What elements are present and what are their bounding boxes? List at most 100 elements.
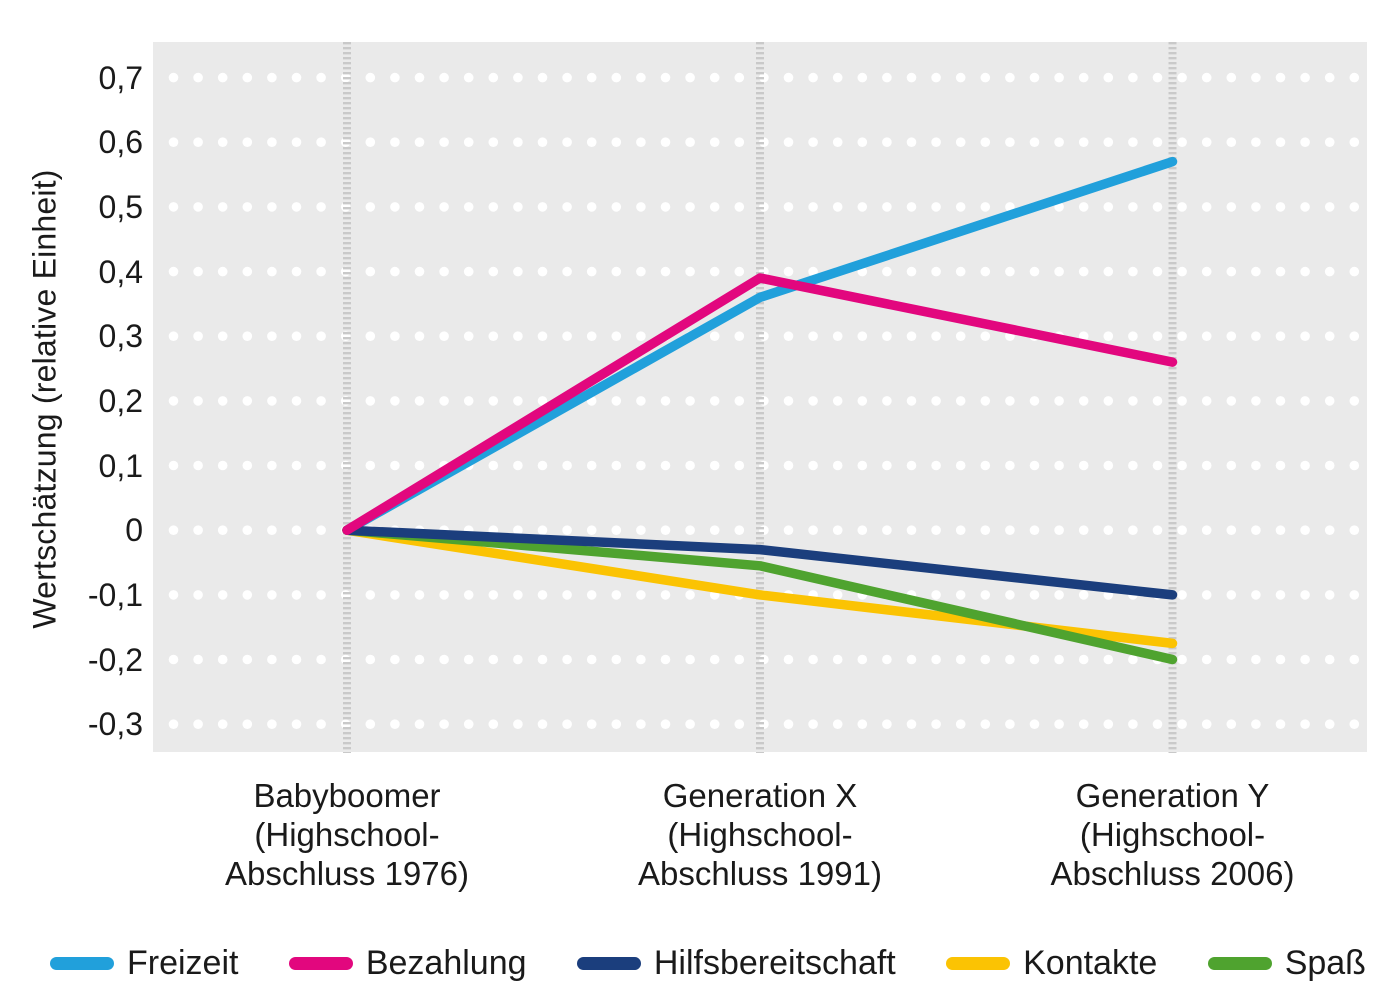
grid-dot xyxy=(291,590,302,600)
grid-dot xyxy=(1349,137,1360,147)
grid-dot xyxy=(217,202,228,212)
legend-item-kontakte: Kontakte xyxy=(946,944,1157,983)
grid-dot xyxy=(1349,654,1360,665)
grid-dot xyxy=(316,137,326,147)
grid-dot xyxy=(808,266,818,277)
grid-dot xyxy=(1251,331,1261,342)
grid-dot xyxy=(513,719,523,729)
grid-dot xyxy=(1103,654,1114,665)
grid-dot xyxy=(513,202,523,212)
grid-dot xyxy=(267,266,277,277)
y-tick-label: 0,6 xyxy=(98,124,143,161)
grid-dot xyxy=(709,72,720,83)
grid-dot xyxy=(1177,719,1187,729)
grid-dot xyxy=(242,266,253,277)
grid-dot xyxy=(906,396,917,406)
grid-dot xyxy=(463,331,474,342)
grid-dot xyxy=(1226,72,1237,83)
grid-dot xyxy=(660,396,671,406)
grid-dot xyxy=(1005,654,1015,665)
grid-dot xyxy=(1201,719,1212,729)
grid-dot xyxy=(611,266,622,277)
grid-dot xyxy=(1226,590,1237,600)
grid-dot xyxy=(365,331,376,342)
grid-dot xyxy=(1300,719,1310,729)
grid-dot xyxy=(513,331,523,342)
grid-dot xyxy=(1152,525,1163,535)
legend-label: Kontakte xyxy=(1023,943,1158,982)
grid-dot xyxy=(267,590,277,600)
grid-dot xyxy=(291,331,302,342)
grid-dot xyxy=(562,719,572,729)
grid-dot xyxy=(193,590,203,600)
grid-dot xyxy=(1201,460,1212,471)
grid-dot xyxy=(906,266,917,277)
grid-dot xyxy=(955,72,966,83)
grid-dot xyxy=(685,396,695,406)
grid-dot xyxy=(513,266,523,277)
grid-dot xyxy=(660,202,671,212)
grid-dot xyxy=(955,525,966,535)
grid-dot xyxy=(906,525,917,535)
grid-dot xyxy=(1103,137,1114,147)
grid-dot xyxy=(709,460,720,471)
grid-dot xyxy=(1349,266,1360,277)
grid-dot xyxy=(636,137,646,147)
y-tick-label: 0,4 xyxy=(98,253,143,290)
grid-dot xyxy=(390,72,400,83)
grid-dot xyxy=(709,396,720,406)
grid-dot xyxy=(316,331,326,342)
grid-dot xyxy=(193,331,203,342)
grid-dot xyxy=(1005,525,1015,535)
grid-dot xyxy=(217,331,228,342)
grid-dot xyxy=(488,460,499,471)
grid-dot xyxy=(316,460,326,471)
grid-dot xyxy=(808,137,818,147)
grid-dot xyxy=(660,137,671,147)
grid-dot xyxy=(390,719,400,729)
grid-dot xyxy=(1029,719,1040,729)
grid-dot xyxy=(931,331,941,342)
grid-dot xyxy=(586,72,597,83)
grid-dot xyxy=(832,202,843,212)
grid-dot xyxy=(1005,137,1015,147)
grid-dot xyxy=(586,654,597,665)
grid-dot xyxy=(267,460,277,471)
grid-dot xyxy=(980,525,991,535)
grid-dot xyxy=(1251,654,1261,665)
category-label-line: (Highschool- xyxy=(1079,816,1266,853)
grid-dot xyxy=(931,396,941,406)
grid-dot xyxy=(1152,719,1163,729)
grid-dot xyxy=(1201,202,1212,212)
grid-dot xyxy=(316,266,326,277)
grid-dot xyxy=(193,525,203,535)
grid-dot xyxy=(365,590,376,600)
category-label-line: Generation Y xyxy=(1075,777,1270,814)
grid-dot xyxy=(1103,331,1114,342)
grid-dot xyxy=(857,202,868,212)
grid-dot xyxy=(906,137,917,147)
grid-dot xyxy=(1201,396,1212,406)
grid-dot xyxy=(636,331,646,342)
grid-dot xyxy=(832,331,843,342)
grid-dot xyxy=(316,719,326,729)
grid-dot xyxy=(1177,266,1187,277)
grid-dot xyxy=(1349,590,1360,600)
grid-dot xyxy=(537,72,548,83)
grid-dot xyxy=(1300,331,1310,342)
grid-dot xyxy=(1300,72,1310,83)
grid-dot xyxy=(1103,72,1114,83)
grid-dot xyxy=(882,525,892,535)
grid-dot xyxy=(955,654,966,665)
grid-dot xyxy=(1300,460,1310,471)
grid-dot xyxy=(1005,72,1015,83)
grid-dot xyxy=(316,654,326,665)
grid-dot xyxy=(488,331,499,342)
grid-dot xyxy=(882,266,892,277)
series-line-bezahlung xyxy=(342,273,1178,535)
grid-dot xyxy=(414,719,425,729)
grid-dot xyxy=(734,72,745,83)
grid-dot xyxy=(660,460,671,471)
grid-dot xyxy=(1078,654,1089,665)
grid-dot xyxy=(267,396,277,406)
